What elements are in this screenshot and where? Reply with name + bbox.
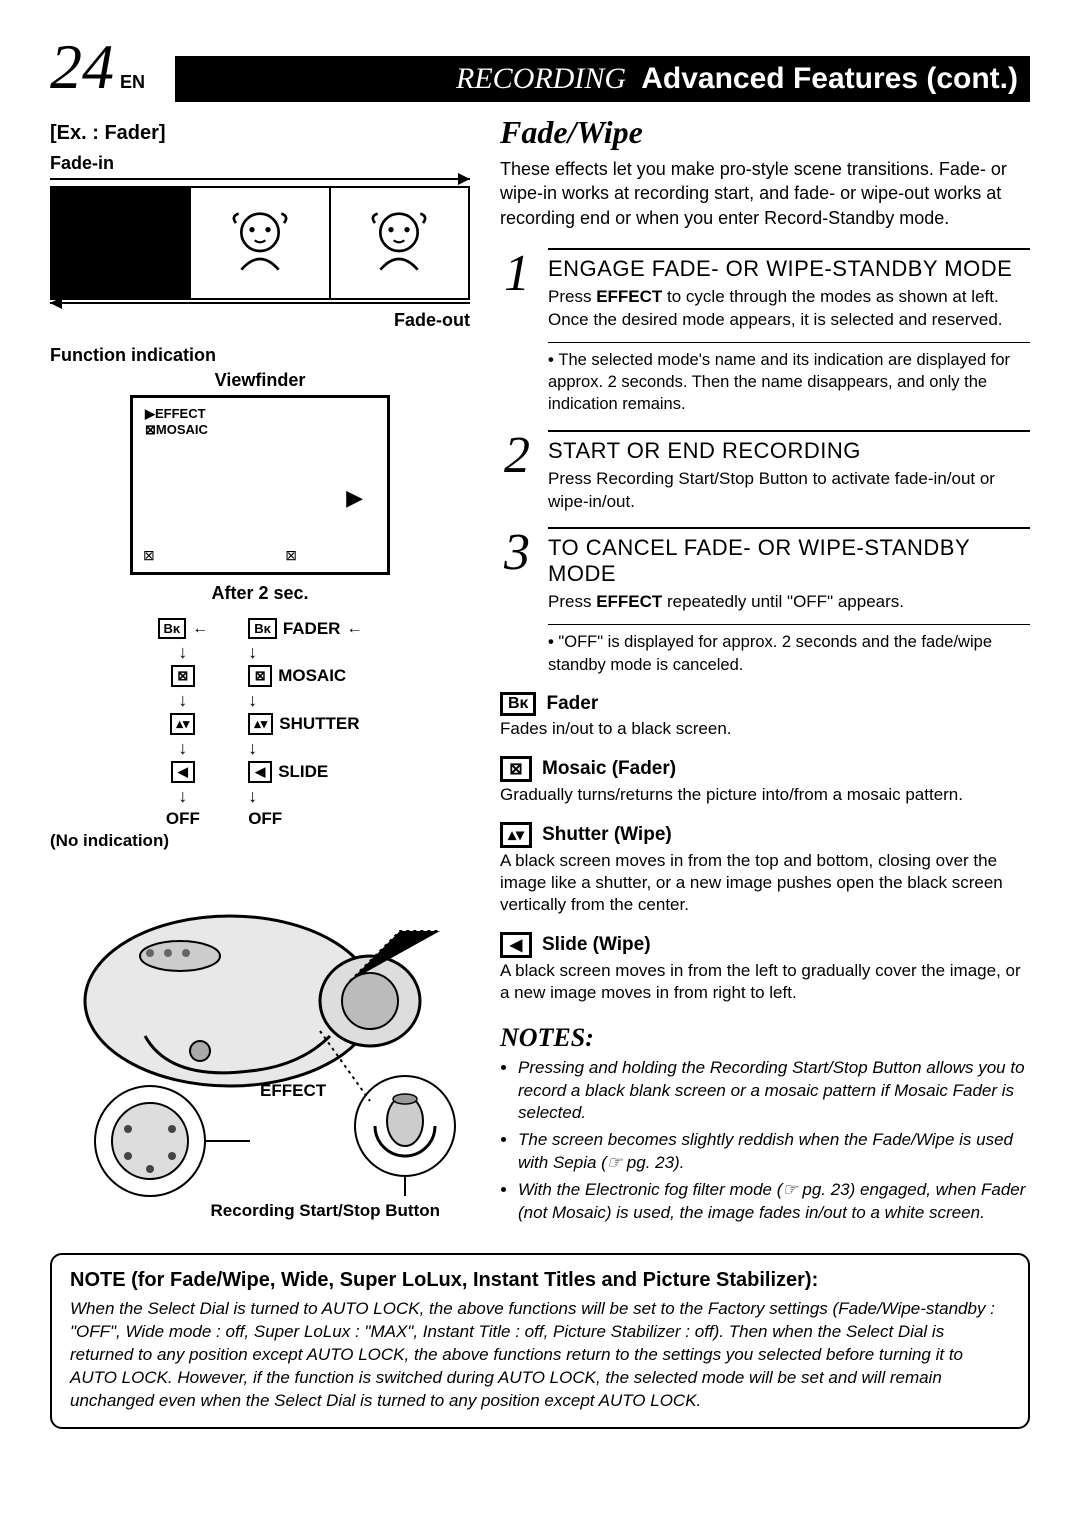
effect-icon: ◀ <box>500 932 532 958</box>
note-item: Pressing and holding the Recording Start… <box>518 1057 1030 1126</box>
step-2: 2 START OR END RECORDING Press Recording S… <box>500 430 1030 514</box>
effect-title: ⊠ Mosaic (Fader) <box>500 756 1030 782</box>
ico-slide2: ◀ <box>248 761 272 783</box>
step-3: 3 TO CANCEL FADE- OR WIPE-STANDBY MODE Pre… <box>500 527 1030 675</box>
vf-mosaic: ⊠MOSAIC <box>145 422 208 438</box>
vf-icon-l: ⊠ <box>143 547 155 564</box>
lang-label: EN <box>120 72 145 93</box>
ico-shutter2: ▴▾ <box>248 713 273 735</box>
step-heading: TO CANCEL FADE- OR WIPE-STANDBY MODE <box>548 535 1030 587</box>
mode-flow: Bᴋ← ↓ ⊠ ↓ ▴▾ ↓ ◀ ↓ OFF BᴋFADER← ↓ ⊠MOSAI… <box>50 618 470 829</box>
vf-icon-r: ⊠ <box>285 547 297 564</box>
fade-strip <box>50 186 470 300</box>
flow-col-2: BᴋFADER← ↓ ⊠MOSAIC ↓ ▴▾SHUTTER ↓ ◀SLIDE … <box>248 618 362 829</box>
off-1: OFF <box>166 809 200 829</box>
strip-full <box>331 188 468 298</box>
notebox-header: NOTE (for Fade/Wipe, Wide, Super LoLux, … <box>70 1269 1010 1292</box>
camera-diagram: EFFECT Recording Start/Stop Button <box>50 871 470 1211</box>
step-number: 2 <box>500 430 534 514</box>
step-bullet: "OFF" is displayed for approx. 2 seconds… <box>548 624 1030 676</box>
slide-txt: SLIDE <box>278 762 328 782</box>
effect-name: Slide (Wipe) <box>542 934 651 956</box>
effect-desc: Fades in/out to a black screen. <box>500 718 1030 740</box>
effect-title: ◀ Slide (Wipe) <box>500 932 1030 958</box>
effect-desc: A black screen moves in from the left to… <box>500 960 1030 1004</box>
off-2: OFF <box>248 809 282 829</box>
strip-black <box>52 188 191 298</box>
rec-btn-label: Recording Start/Stop Button <box>211 1201 440 1221</box>
left-column: [Ex. : Fader] Fade-in Fade-out Function … <box>50 114 470 1229</box>
step-text: Press EFFECT repeatedly until "OFF" appe… <box>548 591 1030 614</box>
note-item: The screen becomes slightly reddish when… <box>518 1129 1030 1175</box>
banner-recording: RECORDING <box>456 62 626 95</box>
page-header: 24 EN RECORDING Advanced Features (cont.… <box>50 30 1030 104</box>
effect-name: Fader <box>546 693 598 715</box>
fade-out-label: Fade-out <box>50 310 470 331</box>
effect-icon: Bᴋ <box>500 692 536 716</box>
effect-name: Shutter (Wipe) <box>542 824 672 846</box>
mosaic-txt: MOSAIC <box>278 666 346 686</box>
banner-rest: Advanced Features (cont.) <box>641 62 1018 95</box>
effect-name: Mosaic (Fader) <box>542 758 676 780</box>
step-heading: ENGAGE FADE- OR WIPE-STANDBY MODE <box>548 256 1030 282</box>
effect-desc: A black screen moves in from the top and… <box>500 850 1030 916</box>
effect-btn-label: EFFECT <box>260 1081 326 1101</box>
step-text: Press EFFECT to cycle through the modes … <box>548 286 1030 332</box>
intro-para: These effects let you make pro-style sce… <box>500 157 1030 230</box>
no-indication: (No indication) <box>50 831 470 851</box>
note-box: NOTE (for Fade/Wipe, Wide, Super LoLux, … <box>50 1253 1030 1429</box>
strip-mid <box>191 188 330 298</box>
ico-shutter: ▴▾ <box>170 713 195 735</box>
step-heading: START OR END RECORDING <box>548 438 1030 464</box>
effect-title: ▴▾ Shutter (Wipe) <box>500 822 1030 848</box>
step-number: 3 <box>500 527 534 675</box>
func-ind-label: Function indication <box>50 345 470 366</box>
step-number: 1 <box>500 248 534 416</box>
fader-txt: FADER <box>283 619 341 639</box>
viewfinder-label: Viewfinder <box>50 370 470 391</box>
ico-mosaic2: ⊠ <box>248 665 272 687</box>
ico-bk2: Bᴋ <box>248 618 277 639</box>
notes-header: NOTES: <box>500 1023 1030 1053</box>
effect-icon: ▴▾ <box>500 822 532 848</box>
arrow-right <box>50 178 470 180</box>
fade-in-label: Fade-in <box>50 153 470 174</box>
ico-slide: ◀ <box>171 761 195 783</box>
effect-title: Bᴋ Fader <box>500 692 1030 716</box>
after-2sec-label: After 2 sec. <box>50 583 470 604</box>
example-title: [Ex. : Fader] <box>50 122 470 145</box>
ico-mosaic: ⊠ <box>171 665 195 687</box>
note-item: With the Electronic fog filter mode (☞ p… <box>518 1179 1030 1225</box>
shutter-txt: SHUTTER <box>279 714 359 734</box>
right-column: Fade/Wipe These effects let you make pro… <box>500 114 1030 1229</box>
step-bullet: The selected mode's name and its indicat… <box>548 342 1030 416</box>
vf-play-icon: ▶ <box>346 485 363 511</box>
section-title: Fade/Wipe <box>500 114 1030 151</box>
page-number: 24 <box>50 30 114 104</box>
effect-desc: Gradually turns/returns the picture into… <box>500 784 1030 806</box>
ico-bk: Bᴋ <box>158 618 187 639</box>
effect-icon: ⊠ <box>500 756 532 782</box>
step-text: Press Recording Start/Stop Button to act… <box>548 468 1030 514</box>
notebox-text: When the Select Dial is turned to AUTO L… <box>70 1298 1010 1413</box>
vf-effect: ▶EFFECT <box>145 406 206 422</box>
arrow-left <box>50 302 470 304</box>
viewfinder-box: ▶EFFECT ⊠MOSAIC ⊠ ⊠ ▶ <box>130 395 390 575</box>
notes-list: Pressing and holding the Recording Start… <box>500 1057 1030 1226</box>
flow-col-1: Bᴋ← ↓ ⊠ ↓ ▴▾ ↓ ◀ ↓ OFF <box>158 618 209 829</box>
step-1: 1 ENGAGE FADE- OR WIPE-STANDBY MODE Press … <box>500 248 1030 416</box>
section-banner: RECORDING Advanced Features (cont.) <box>175 56 1030 102</box>
